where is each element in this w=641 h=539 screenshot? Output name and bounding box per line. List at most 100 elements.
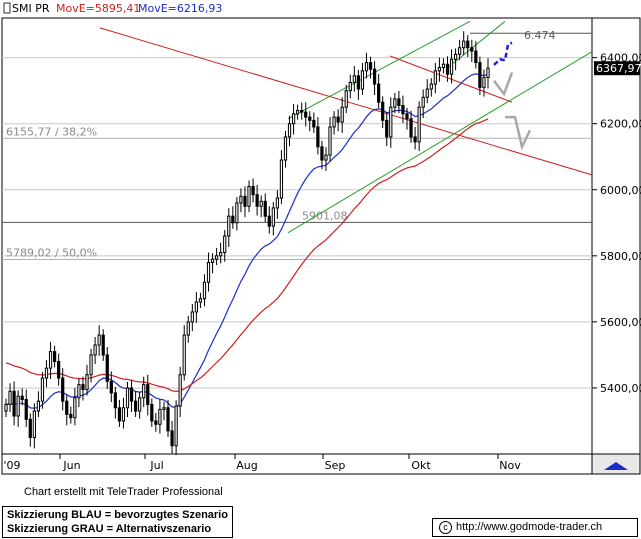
- candle-body: [332, 116, 336, 128]
- candle-body: [377, 83, 381, 103]
- candle-body: [223, 235, 227, 254]
- candle-body: [263, 200, 267, 217]
- candle-body: [437, 67, 442, 72]
- candle-body: [279, 159, 284, 199]
- source-url-box[interactable]: c http://www.godmode-trader.ch: [432, 518, 638, 537]
- candle-body: [162, 407, 166, 410]
- candle-body: [194, 301, 198, 313]
- candle-body: [85, 374, 89, 391]
- candle-body: [283, 136, 288, 161]
- channel-inner: [447, 20, 506, 68]
- candle-body: [154, 420, 158, 425]
- candle-body: [125, 387, 130, 409]
- candle-body: [340, 106, 344, 123]
- candle-body: [324, 154, 328, 161]
- candle-body: [198, 298, 203, 303]
- candle-body: [401, 105, 405, 115]
- candle-body: [462, 40, 466, 49]
- zoom-arrow-icon[interactable]: [604, 462, 628, 470]
- candle-body: [474, 50, 478, 64]
- candle-body: [417, 106, 421, 143]
- channel-upper: [287, 20, 471, 120]
- candle-body: [247, 185, 251, 207]
- candle-body: [93, 344, 97, 356]
- x-tick-label: '09: [3, 459, 20, 472]
- y-tick-label: 5400,00: [600, 382, 641, 395]
- candle-body: [441, 63, 446, 69]
- candle-body: [433, 70, 437, 85]
- level-label: 5789,02 / 50,0%: [6, 246, 97, 259]
- x-tick-label: Nov: [499, 459, 521, 472]
- candle-body: [470, 47, 474, 52]
- scenario-sketches: [493, 41, 532, 151]
- plot-frame: [1, 17, 593, 455]
- candle-body: [44, 367, 49, 379]
- candle-body: [186, 321, 190, 336]
- candle-body: [458, 47, 462, 55]
- candle-body: [133, 400, 138, 412]
- candle-body: [304, 111, 308, 118]
- candle-body: [4, 403, 8, 412]
- candle-body: [267, 215, 271, 227]
- candle-body: [445, 63, 450, 75]
- candle-body: [178, 374, 182, 407]
- candle-body: [231, 215, 235, 224]
- candle-body: [227, 215, 231, 237]
- y-tick-label: 6200,00: [600, 118, 641, 131]
- candle-body: [109, 380, 113, 394]
- candle-body: [320, 146, 324, 161]
- candle-body: [421, 96, 425, 108]
- candle-body: [73, 397, 77, 419]
- candle-body: [113, 392, 117, 409]
- candle-body: [105, 354, 109, 382]
- x-tick-label: Jun: [62, 459, 80, 472]
- grid-lines: [2, 57, 592, 389]
- candle-body: [150, 403, 154, 422]
- candle-body: [24, 399, 28, 420]
- candle-body: [381, 101, 385, 121]
- candle-body: [16, 395, 20, 417]
- candle-body: [158, 408, 162, 425]
- y-axis-labels: 5400,005600,005800,006000,006200,006400,…: [592, 52, 641, 395]
- collapse-icon[interactable]: [3, 2, 11, 14]
- candle-body: [312, 119, 316, 128]
- candle-body: [40, 377, 45, 402]
- candle-body: [385, 119, 389, 138]
- candle-body: [429, 83, 433, 90]
- level-label: 5901,08: [302, 209, 348, 222]
- candle-body: [215, 255, 219, 260]
- candle-body: [372, 68, 377, 85]
- candle-body: [393, 98, 397, 108]
- candle-body: [235, 202, 239, 224]
- candle-body: [336, 116, 340, 123]
- copyright-icon: c: [439, 520, 452, 534]
- candle-body: [271, 207, 275, 227]
- candle-body: [405, 113, 409, 120]
- candle-body: [12, 390, 16, 417]
- candle-body: [182, 334, 186, 376]
- candle-body: [206, 261, 211, 283]
- scenario-grey-1: [493, 72, 514, 97]
- symbol-label: SMI PR: [12, 2, 50, 15]
- candle-body: [478, 62, 482, 88]
- candle-body: [344, 90, 348, 108]
- candle-body: [97, 334, 101, 346]
- candle-body: [48, 351, 53, 369]
- legend-grey: Skizzierung GRAU = Alternativszenario: [7, 523, 212, 535]
- candle-body: [466, 40, 470, 49]
- candle-body: [101, 334, 105, 356]
- candle-body: [425, 88, 429, 98]
- last-price-box: [594, 61, 640, 76]
- candle-body: [89, 354, 93, 376]
- candle-body: [65, 400, 69, 415]
- candle-body: [174, 405, 178, 447]
- candle-body: [348, 81, 352, 92]
- candle-body: [251, 185, 255, 196]
- candle-body: [202, 281, 207, 300]
- candle-body: [170, 430, 174, 447]
- x-tick-label: Okt: [411, 459, 431, 472]
- candle-body: [52, 351, 57, 363]
- ma-short-line: [5, 73, 489, 409]
- candle-body: [20, 395, 24, 400]
